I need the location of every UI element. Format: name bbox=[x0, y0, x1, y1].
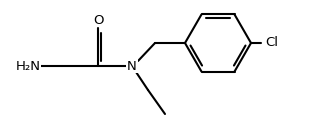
Text: Cl: Cl bbox=[265, 36, 278, 50]
Text: O: O bbox=[93, 14, 103, 26]
Text: N: N bbox=[127, 59, 137, 72]
Text: H₂N: H₂N bbox=[16, 59, 41, 72]
